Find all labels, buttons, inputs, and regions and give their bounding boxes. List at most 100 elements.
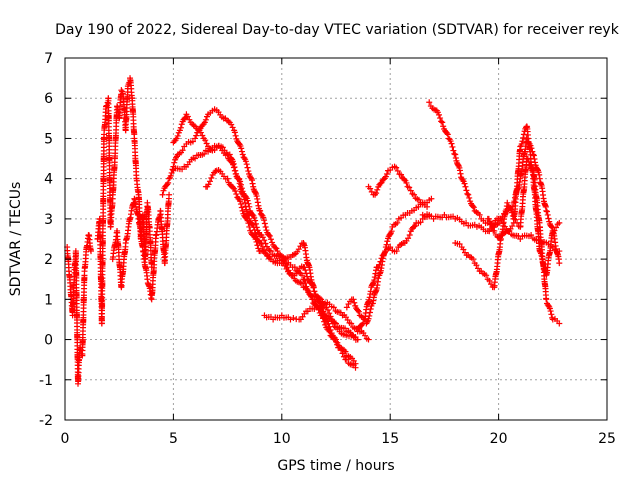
data-point [165, 179, 172, 186]
data-point [118, 87, 125, 94]
data-point [291, 264, 298, 271]
data-point [205, 181, 212, 188]
data-point [254, 242, 261, 249]
data-point [174, 132, 181, 139]
data-point [259, 243, 266, 250]
data-point [262, 223, 269, 230]
data-point [393, 248, 400, 255]
data-point [463, 187, 470, 194]
data-point [394, 219, 401, 226]
data-point [324, 306, 331, 313]
data-point [394, 167, 401, 174]
data-point [469, 203, 476, 210]
data-point [299, 272, 306, 279]
data-point [426, 99, 433, 106]
data-point [544, 211, 551, 218]
data-point [261, 237, 268, 244]
data-point [435, 111, 442, 118]
data-point [184, 113, 191, 120]
data-point [348, 320, 355, 327]
data-point [226, 151, 233, 158]
data-point [237, 201, 244, 208]
data-point [437, 115, 444, 122]
data-point [376, 261, 383, 268]
data-point [176, 127, 183, 134]
y-tick-label: 3 [44, 212, 53, 228]
data-point [202, 116, 209, 123]
data-point [451, 150, 458, 157]
data-point [367, 305, 374, 312]
data-point [245, 168, 252, 175]
data-point [377, 258, 384, 265]
data-point [439, 119, 446, 126]
data-point [383, 171, 390, 178]
y-tick-label: 5 [44, 131, 53, 147]
data-point [250, 232, 257, 239]
data-point [192, 155, 199, 162]
data-point [230, 160, 237, 167]
data-point [342, 348, 349, 355]
data-point [244, 164, 251, 171]
data-point [417, 219, 424, 226]
data-point [438, 118, 445, 125]
data-point [359, 321, 366, 328]
data-point [476, 211, 483, 218]
data-point [519, 138, 526, 145]
data-point [556, 219, 563, 226]
data-point [444, 131, 451, 138]
data-point [193, 132, 200, 139]
data-point [489, 224, 496, 231]
data-point [354, 336, 361, 343]
data-point [178, 121, 185, 128]
data-point [483, 272, 490, 279]
data-point [252, 236, 259, 243]
data-point [241, 196, 248, 203]
data-point [355, 308, 362, 315]
data-point [247, 174, 254, 181]
data-point [387, 244, 394, 251]
y-tick-label: 7 [44, 51, 53, 67]
data-point [461, 180, 468, 187]
data-point [173, 154, 180, 161]
data-point [488, 221, 495, 228]
chart-title: Day 190 of 2022, Sidereal Day-to-day VTE… [55, 22, 620, 38]
data-point [473, 262, 480, 269]
data-point [239, 151, 246, 158]
data-point [167, 172, 174, 179]
data-point [504, 199, 511, 206]
data-point [343, 304, 350, 311]
data-point [171, 159, 178, 166]
data-point [520, 134, 527, 141]
x-tick-label: 20 [490, 431, 508, 447]
data-point [177, 124, 184, 131]
data-point [245, 220, 252, 227]
data-point [119, 90, 126, 97]
data-point [373, 190, 380, 197]
series-track-1 [64, 231, 95, 387]
series-track-3 [109, 191, 173, 303]
y-tick-label: -2 [39, 413, 53, 429]
y-tick-label: -1 [39, 373, 53, 389]
data-point [365, 336, 372, 343]
y-tick-label: 6 [44, 91, 53, 107]
data-point [443, 130, 450, 137]
x-tick-label: 10 [273, 431, 291, 447]
data-point [327, 327, 334, 334]
data-point [462, 183, 469, 190]
data-point [179, 147, 186, 154]
data-point [456, 241, 463, 248]
data-point [312, 291, 319, 298]
data-point [382, 173, 389, 180]
data-point [388, 228, 395, 235]
data-point [406, 231, 413, 238]
data-point [509, 223, 516, 230]
data-point [290, 314, 297, 321]
data-point [384, 238, 391, 245]
data-point [543, 296, 550, 303]
data-point [486, 218, 493, 225]
data-point [316, 299, 323, 306]
data-point [258, 240, 265, 247]
data-point [326, 310, 333, 317]
data-point [545, 215, 552, 222]
data-point [251, 214, 258, 221]
